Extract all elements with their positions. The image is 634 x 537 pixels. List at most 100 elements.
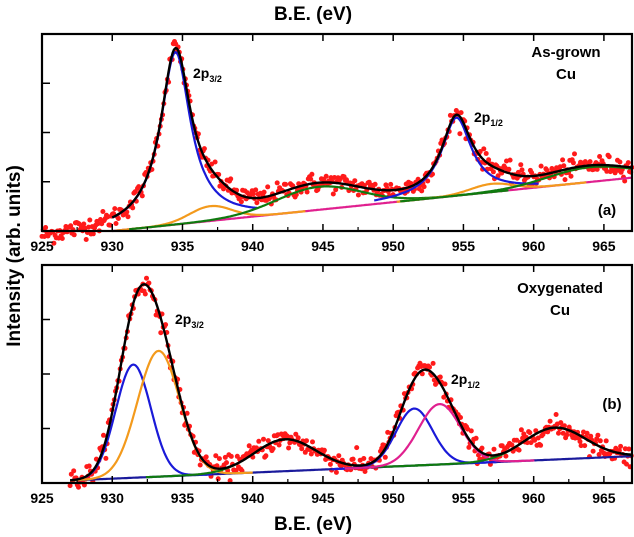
experimental-point xyxy=(495,173,501,179)
experimental-point xyxy=(283,181,289,187)
experimental-point xyxy=(332,175,337,180)
experimental-point xyxy=(564,432,570,438)
experimental-point xyxy=(442,381,448,387)
x-tick-label: 965 xyxy=(592,490,616,506)
experimental-point xyxy=(528,440,534,446)
experimental-point xyxy=(529,170,535,176)
experimental-point xyxy=(458,110,464,116)
experimental-point xyxy=(330,191,336,197)
bottom-x-axis-title: B.E. (eV) xyxy=(274,514,352,535)
experimental-point xyxy=(304,189,310,195)
panel-b-frame xyxy=(40,263,634,485)
experimental-point xyxy=(286,445,292,451)
experimental-point xyxy=(327,461,333,467)
experimental-point xyxy=(136,184,142,190)
experimental-point xyxy=(597,438,603,444)
experimental-point xyxy=(556,430,561,436)
component-curve-6 xyxy=(400,165,633,203)
experimental-point xyxy=(144,275,149,281)
experimental-point xyxy=(276,442,282,448)
experimental-point xyxy=(142,291,148,297)
experimental-point xyxy=(212,159,218,165)
experimental-point xyxy=(532,437,538,443)
x-tick-label: 945 xyxy=(311,238,335,254)
experimental-point xyxy=(350,456,356,462)
experimental-point xyxy=(421,184,427,190)
x-tick-label: 940 xyxy=(241,238,265,254)
experimental-point xyxy=(466,444,472,450)
panel-a-peak-label-2p3-2-main: 2p xyxy=(193,65,209,81)
experimental-point xyxy=(295,435,301,441)
experimental-point xyxy=(613,445,619,451)
x-tick-label: 925 xyxy=(30,238,54,254)
experimental-point xyxy=(158,330,164,336)
x-tick-label: 965 xyxy=(592,238,616,254)
experimental-point xyxy=(427,364,432,370)
x-tick-label: 930 xyxy=(101,238,125,254)
x-tick-label: 955 xyxy=(452,490,476,506)
component-curve-1 xyxy=(70,363,213,482)
experimental-point xyxy=(228,176,234,182)
experimental-point xyxy=(457,131,463,137)
fit-envelope xyxy=(70,283,633,482)
experimental-point xyxy=(626,446,632,452)
experimental-point xyxy=(625,160,631,166)
x-tick-label: 945 xyxy=(311,490,335,506)
experimental-point xyxy=(587,159,593,165)
experimental-point xyxy=(561,163,567,169)
experimental-point xyxy=(81,221,87,227)
experimental-point xyxy=(582,443,588,449)
experimental-point xyxy=(577,439,583,444)
experimental-point xyxy=(544,167,550,173)
experimental-point xyxy=(568,173,574,179)
x-tick-label: 925 xyxy=(30,490,54,506)
experimental-point xyxy=(265,438,271,444)
experimental-point xyxy=(578,443,584,449)
experimental-point xyxy=(606,154,612,160)
experimental-point xyxy=(336,453,342,459)
fit-envelope xyxy=(111,46,633,219)
experimental-point xyxy=(90,231,96,237)
experimental-point xyxy=(308,176,314,182)
experimental-point xyxy=(261,436,266,442)
component-curve-3 xyxy=(128,185,509,231)
experimental-point xyxy=(618,443,624,449)
experimental-point xyxy=(527,430,533,436)
experimental-point xyxy=(270,446,276,452)
experimental-point xyxy=(328,175,334,181)
experimental-point xyxy=(263,453,269,459)
experimental-point xyxy=(254,200,260,206)
experimental-point xyxy=(299,446,305,452)
experimental-point xyxy=(361,456,367,461)
experimental-point xyxy=(308,451,314,457)
experimental-point xyxy=(274,180,280,186)
component-curve-5 xyxy=(344,403,535,470)
experimental-point xyxy=(538,163,544,169)
component-curve-4 xyxy=(374,116,539,202)
panel-a-frame xyxy=(40,32,634,233)
experimental-point xyxy=(388,181,394,187)
x-tick-label: 950 xyxy=(382,238,406,254)
panel-b-peak-label-2p1-2: 2p1/2 xyxy=(451,371,480,390)
experimental-point xyxy=(483,151,489,156)
experimental-point xyxy=(516,447,522,453)
experimental-point xyxy=(507,157,513,163)
x-tick-label: 935 xyxy=(171,490,195,506)
experimental-point xyxy=(253,187,259,193)
panel-b-peak-label-2p3-2-sub: 3/2 xyxy=(191,320,204,330)
experimental-point xyxy=(213,453,219,459)
experimental-point xyxy=(113,221,119,226)
experimental-point xyxy=(203,454,209,460)
panel-a-ticks: 925 930 935 940 945 950 955 960 965 xyxy=(30,34,616,254)
experimental-point xyxy=(68,223,74,229)
experimental-point xyxy=(597,154,603,159)
experimental-point xyxy=(372,181,378,187)
experimental-point xyxy=(617,159,623,165)
panel-a-title-line1: As-grown xyxy=(531,44,600,61)
experimental-point xyxy=(256,438,262,444)
experimental-point xyxy=(430,360,436,366)
experimental-point xyxy=(503,453,509,459)
experimental-point xyxy=(594,166,600,172)
experimental-point xyxy=(233,468,239,473)
